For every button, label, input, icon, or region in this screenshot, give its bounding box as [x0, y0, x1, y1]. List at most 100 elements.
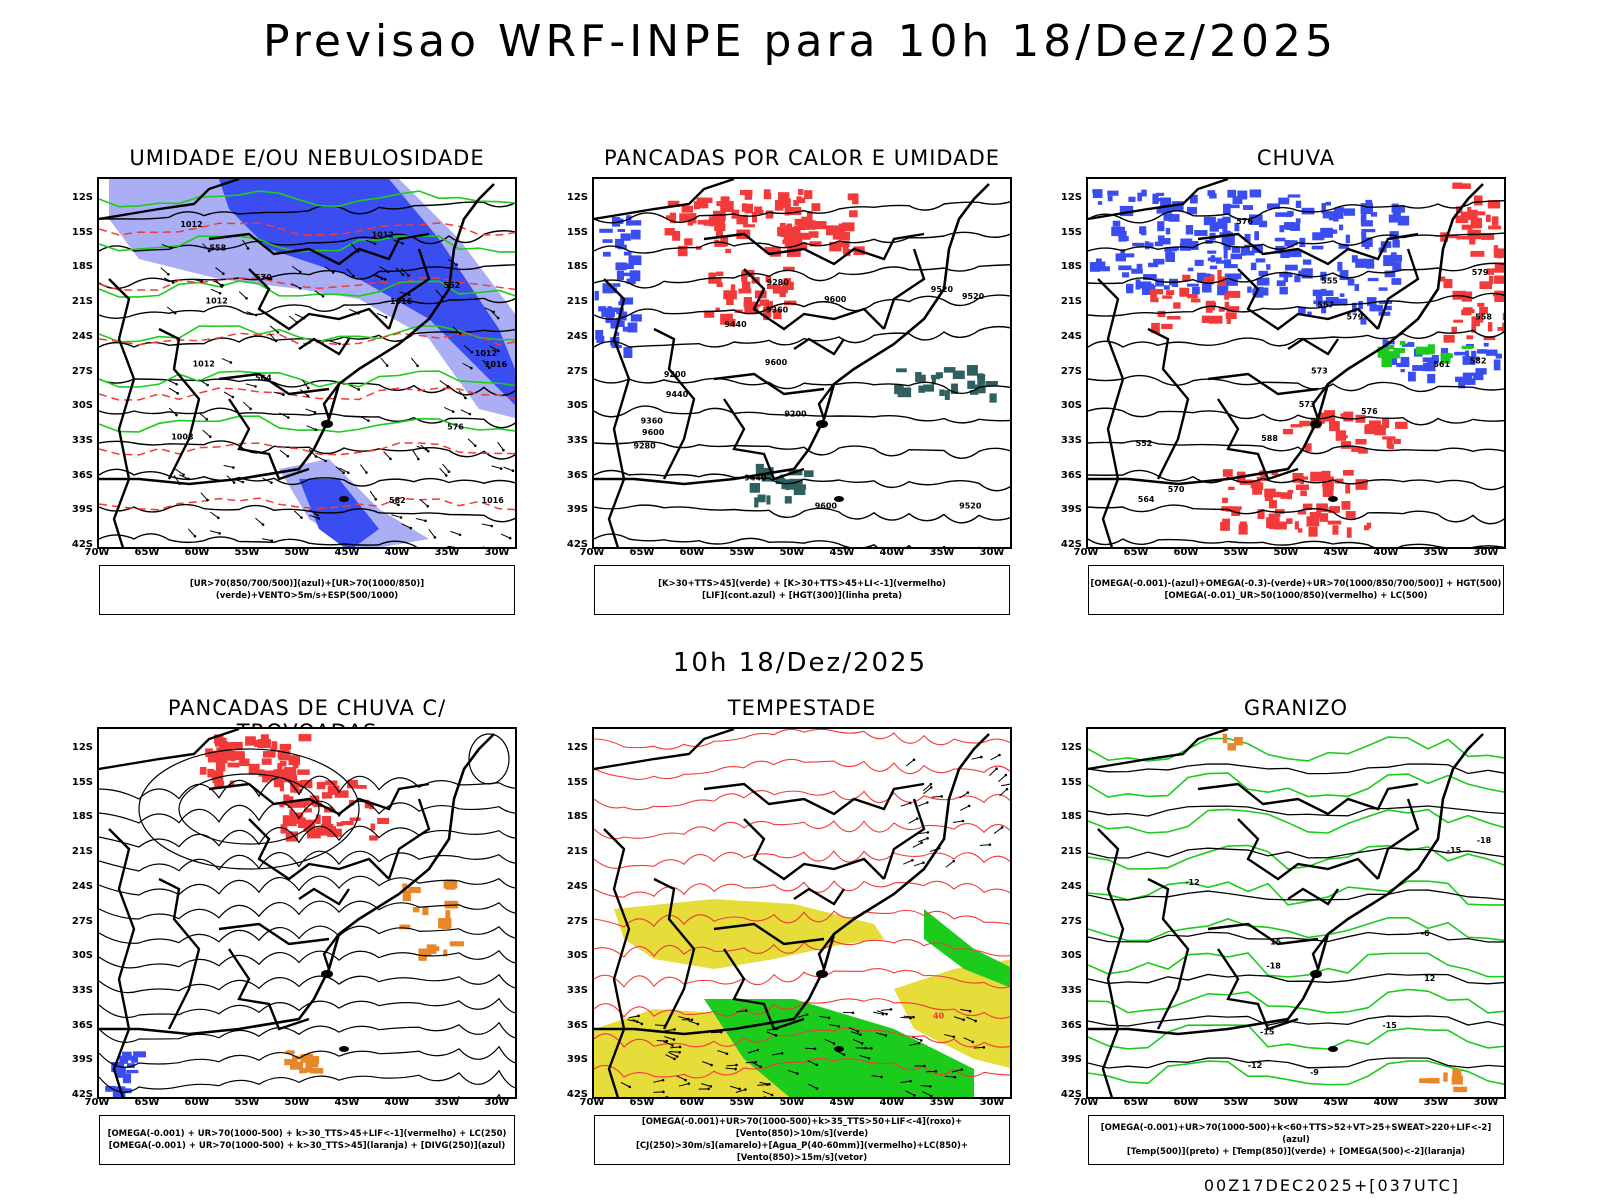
heat-convection-area: [743, 224, 756, 228]
heat-convection-area: [793, 242, 808, 250]
omega-area: [1209, 193, 1217, 199]
rain-area: [1222, 497, 1228, 504]
rain-area: [1448, 234, 1459, 239]
thunderstorm-area: [316, 781, 326, 790]
border-line: [228, 948, 310, 1031]
lif-contour: [595, 330, 604, 340]
wind-vector: [759, 1081, 770, 1085]
heat-humidity-area: [769, 467, 774, 471]
wind-vector-head: [232, 466, 235, 469]
heat-convection-area: [829, 241, 842, 252]
wind-vector-head: [952, 859, 956, 863]
wind-vector-head: [998, 753, 1001, 757]
heat-humidity-area: [969, 390, 979, 395]
latitude-label: 24S: [71, 880, 93, 892]
wind-vector: [273, 391, 284, 396]
shower-area: [289, 1061, 304, 1070]
heat-humidity-area: [775, 478, 786, 485]
longitude-label: 30W: [1473, 1097, 1499, 1108]
thunderstorm-area: [291, 812, 303, 823]
heat-convection-area: [755, 303, 761, 308]
longitude-label: 35W: [929, 1097, 955, 1108]
wind-vector: [369, 490, 377, 500]
omega-area: [1228, 273, 1242, 280]
wind-vector-head: [960, 1068, 964, 1071]
wind-vector-head: [496, 316, 500, 320]
thunderstorm-area: [262, 776, 269, 783]
heat-convection-area: [720, 313, 733, 325]
wind-vector-head: [908, 801, 912, 805]
rain-area: [1332, 525, 1339, 535]
latitude-label: 42S: [1060, 539, 1082, 550]
longitude-label: 35W: [434, 547, 460, 558]
streamline-850: [594, 820, 1010, 840]
wind-vector-head: [628, 1085, 632, 1089]
thunderstorm-area: [207, 768, 214, 778]
longitude-label: 60W: [184, 1097, 210, 1108]
latitude-label: 36S: [566, 1019, 588, 1031]
wind-vector-head: [389, 457, 392, 461]
wind-vector: [903, 1015, 914, 1018]
jet-stream-area: [614, 899, 884, 969]
wind-vector: [669, 1050, 680, 1053]
omega-area: [1360, 317, 1367, 325]
contour-label: 9440: [666, 390, 689, 399]
panel-legend: [OMEGA(-0.001)+UR>70(1000-500)+k<60+TTS>…: [1088, 1115, 1504, 1165]
heat-convection-area: [717, 240, 727, 247]
coastline: [594, 733, 990, 1036]
omega-area: [1152, 193, 1159, 205]
heat-humidity-area: [967, 380, 976, 389]
humidity-contour-green: [99, 370, 515, 388]
rain-area: [1154, 297, 1159, 303]
panel-legend: [OMEGA(-0.001) + UR>70(1000-500) + k>30_…: [99, 1115, 515, 1165]
wind-vector: [807, 1060, 818, 1066]
longitude-label: 50W: [284, 547, 310, 558]
omega-area: [1392, 209, 1401, 219]
omega-area: [1155, 192, 1165, 197]
omega-area: [1232, 196, 1243, 204]
omega-area: [1352, 302, 1357, 313]
heat-convection-area: [835, 225, 847, 230]
latitude-label: 18S: [1060, 261, 1082, 273]
border-line: [882, 798, 926, 880]
thunderstorm-area: [279, 781, 285, 792]
height-isoline: [99, 328, 515, 348]
latitude-label: 30S: [566, 950, 588, 962]
heat-humidity-area: [952, 370, 965, 380]
wind-vector: [223, 391, 234, 398]
wind-vector: [416, 445, 427, 450]
wind-vector: [450, 530, 461, 536]
omega-strong-area: [1381, 357, 1393, 368]
streamline: [99, 900, 515, 920]
omega-area: [1355, 258, 1368, 268]
longitude-label: 40W: [1373, 1097, 1399, 1108]
wind-vector: [163, 277, 174, 283]
wind-vector: [905, 759, 915, 767]
wind-vector: [503, 466, 514, 472]
omega-area: [1237, 190, 1248, 200]
heat-convection-area: [715, 230, 723, 239]
omega-area: [1378, 311, 1391, 316]
shower-area: [444, 924, 450, 929]
lake: [1310, 970, 1322, 978]
legend-line: [UR>70(850/700/500)](azul)+[UR>70(1000/8…: [189, 579, 425, 601]
divergence-contour: [111, 1061, 125, 1073]
wind-vector-head: [451, 410, 455, 413]
contour-label: 9600: [642, 428, 665, 437]
heat-convection-area: [720, 201, 734, 213]
wind-vector-head: [444, 474, 448, 477]
wind-vector-head: [690, 1018, 694, 1022]
longitude-label: 30W: [979, 547, 1005, 558]
lake: [339, 1046, 349, 1052]
heat-convection-area: [759, 299, 770, 306]
omega-area: [1229, 204, 1240, 209]
rain-area: [1455, 215, 1469, 224]
heat-convection-area: [723, 290, 737, 300]
thunderstorm-area: [293, 799, 307, 808]
wind-vector-head: [780, 1051, 784, 1055]
rain-area: [1280, 492, 1291, 499]
wind-vector: [807, 1083, 818, 1089]
wind-vector-head: [675, 1055, 679, 1058]
omega-area: [1209, 265, 1218, 270]
longitude-label: 65W: [629, 1097, 655, 1108]
